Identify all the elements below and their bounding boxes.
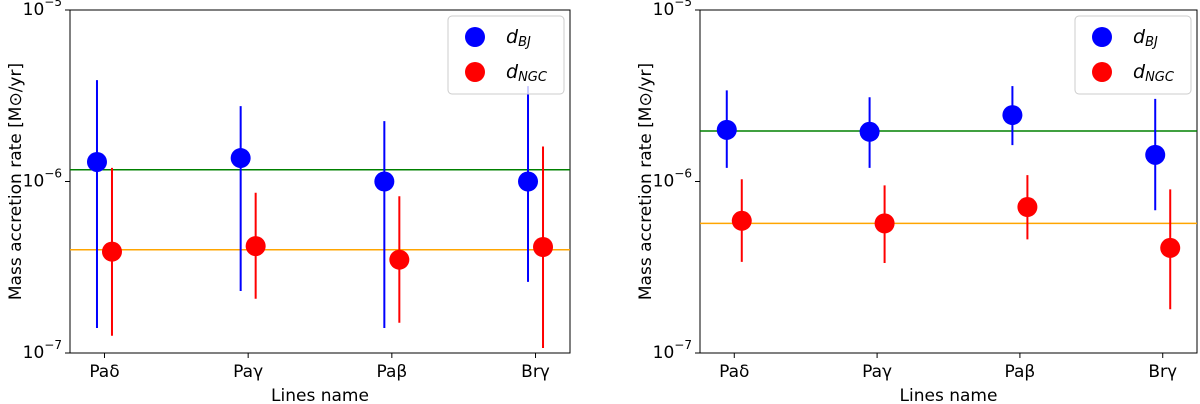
data-point <box>389 249 410 270</box>
x-tick-label: Paδ <box>89 362 119 382</box>
y-tick-label: 10−7 <box>653 338 692 364</box>
x-tick-label: Paγ <box>862 362 892 382</box>
legend-marker <box>465 62 485 82</box>
data-point <box>1017 197 1038 218</box>
x-tick-label: Paγ <box>233 362 263 382</box>
data-point <box>1002 105 1023 126</box>
data-point <box>245 236 266 257</box>
y-tick-label: 10−7 <box>23 338 62 364</box>
legend-label: dNGC <box>1133 61 1175 85</box>
legend-label: dNGC <box>506 61 548 85</box>
x-axis-label: Lines name <box>900 386 998 404</box>
legend-marker <box>465 27 485 47</box>
legend-label: dBJ <box>1133 26 1158 50</box>
data-point <box>86 151 107 172</box>
y-tick-label: 10−5 <box>23 0 62 20</box>
y-axis-label: Mass accretion rate [M⊙/yr] <box>636 63 656 300</box>
y-tick-label: 10−5 <box>653 0 692 20</box>
data-point <box>731 210 752 231</box>
data-point <box>874 213 895 234</box>
data-point <box>1145 144 1166 165</box>
data-point <box>716 119 737 140</box>
legend-marker <box>1092 27 1112 47</box>
x-tick-label: Paδ <box>719 362 749 382</box>
data-point <box>533 237 554 258</box>
data-point <box>230 148 251 169</box>
x-tick-label: Paβ <box>1005 362 1036 382</box>
legend-label: dBJ <box>506 26 531 50</box>
x-axis-label: Lines name <box>271 386 369 404</box>
data-point <box>101 241 122 262</box>
data-point <box>859 121 880 142</box>
x-tick-label: Paβ <box>376 362 407 382</box>
y-axis-label: Mass accretion rate [M⊙/yr] <box>6 63 26 300</box>
legend-marker <box>1092 62 1112 82</box>
data-point <box>1160 237 1181 258</box>
x-tick-label: Brγ <box>1148 362 1177 382</box>
data-point <box>518 171 539 192</box>
data-point <box>374 171 395 192</box>
x-tick-label: Brγ <box>521 362 550 382</box>
y-tick-label: 10−6 <box>23 166 62 192</box>
y-tick-label: 10−6 <box>653 166 692 192</box>
